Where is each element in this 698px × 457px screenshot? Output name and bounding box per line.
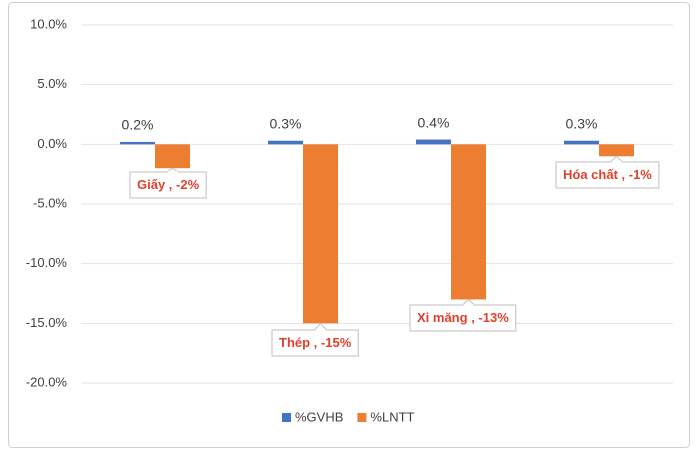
label-separator: , [310,335,321,350]
category-label: Thép [279,335,310,350]
y-tick-label: -5.0% [33,195,67,210]
bar [564,140,599,145]
y-tick-label: -10.0% [26,255,68,270]
y-tick-label: 0.0% [37,136,67,151]
callout-box [409,304,517,332]
data-label-callout: Hóa chất , -1% [555,155,660,189]
data-label-callout: Giấy , -2% [129,167,207,199]
label-separator: , [468,310,479,325]
data-label: 0.3% [566,115,598,131]
data-label: Hóa chất , -1% [563,167,652,182]
y-tick-label: -15.0% [26,315,68,330]
value-label: -13% [478,310,509,325]
chart-frame [8,2,690,448]
bar [451,144,486,300]
value-label: -2% [176,177,200,192]
legend-label: %GVHB [295,409,343,424]
data-label: Giấy , -2% [137,177,200,192]
callout-pointer [610,155,623,163]
legend-label: %LNTT [370,409,414,424]
data-label: 0.3% [270,115,302,131]
bar [416,139,451,145]
callout-box [555,161,660,189]
legend-swatch [357,413,367,422]
legend-swatch [282,413,291,422]
bar [599,144,634,157]
y-tick-label: -20.0% [26,374,68,389]
data-label: Thép , -15% [279,335,352,350]
label-separator: , [165,177,176,192]
data-label: Xi măng , -13% [417,310,509,325]
bar [120,141,155,145]
data-label: 0.4% [418,114,450,130]
data-label-callout: Thép , -15% [271,322,359,357]
callout-pointer [462,298,475,306]
label-separator: , [618,167,629,182]
bar [303,144,338,324]
category-label: Xi măng [417,310,468,325]
y-tick-label: 5.0% [37,76,67,91]
category-label: Giấy [137,177,166,192]
value-label: -1% [629,167,653,182]
callout-box [129,171,207,199]
category-label: Hóa chất [563,167,619,182]
data-label-callout: Xi măng , -13% [409,298,517,332]
bar [268,140,303,145]
y-tick-label: 10.0% [30,16,67,31]
data-label: 0.2% [122,117,154,133]
bar [155,144,190,169]
callout-pointer [314,322,327,331]
value-label: -15% [321,335,352,350]
